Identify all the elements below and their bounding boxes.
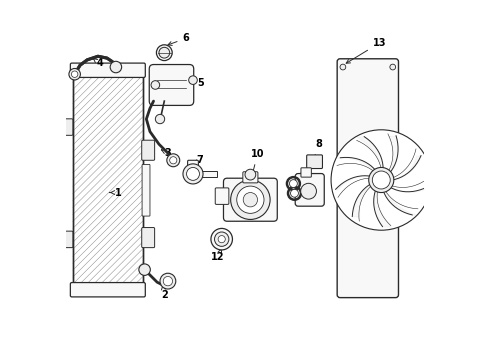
Circle shape [167, 154, 180, 167]
Text: 10: 10 [250, 149, 264, 178]
Text: 3: 3 [162, 148, 172, 158]
Circle shape [155, 114, 165, 124]
Circle shape [159, 47, 170, 58]
FancyBboxPatch shape [142, 165, 150, 216]
Circle shape [187, 167, 199, 180]
Text: 4: 4 [93, 58, 103, 68]
FancyBboxPatch shape [215, 188, 229, 204]
Circle shape [291, 189, 298, 197]
Text: 13: 13 [346, 38, 386, 63]
Circle shape [215, 232, 229, 246]
Circle shape [211, 228, 232, 250]
Text: 1: 1 [110, 188, 122, 198]
Circle shape [368, 167, 394, 193]
FancyBboxPatch shape [295, 174, 324, 206]
FancyBboxPatch shape [223, 178, 277, 221]
FancyBboxPatch shape [63, 119, 73, 135]
FancyBboxPatch shape [142, 228, 155, 248]
Circle shape [290, 180, 297, 188]
FancyBboxPatch shape [71, 283, 146, 297]
Circle shape [301, 183, 317, 199]
FancyBboxPatch shape [301, 168, 311, 177]
Circle shape [218, 235, 225, 243]
Circle shape [231, 180, 270, 220]
Circle shape [170, 157, 177, 164]
Circle shape [139, 264, 150, 275]
Circle shape [331, 130, 432, 230]
Circle shape [237, 186, 264, 213]
Text: 12: 12 [211, 249, 225, 262]
FancyBboxPatch shape [142, 140, 155, 160]
Bar [73, 76, 143, 284]
Circle shape [183, 164, 203, 184]
Text: 9: 9 [295, 171, 306, 181]
Bar [202, 171, 217, 177]
FancyBboxPatch shape [188, 160, 198, 182]
Text: 5: 5 [182, 78, 203, 88]
Circle shape [151, 81, 160, 89]
Circle shape [245, 169, 256, 180]
Text: 2: 2 [161, 286, 168, 300]
Text: 6: 6 [168, 33, 189, 45]
FancyBboxPatch shape [149, 64, 194, 105]
FancyBboxPatch shape [307, 155, 322, 168]
Circle shape [156, 45, 172, 60]
Text: 7: 7 [194, 155, 203, 165]
Bar [73, 76, 143, 284]
Circle shape [390, 64, 395, 70]
FancyBboxPatch shape [71, 63, 146, 77]
Text: 11: 11 [294, 184, 307, 194]
FancyBboxPatch shape [63, 231, 73, 248]
Circle shape [243, 193, 258, 207]
Circle shape [72, 71, 78, 77]
Circle shape [163, 276, 172, 286]
FancyBboxPatch shape [243, 172, 258, 183]
Circle shape [372, 171, 390, 189]
FancyBboxPatch shape [337, 59, 398, 298]
Text: 8: 8 [313, 139, 322, 160]
Circle shape [110, 61, 122, 73]
Circle shape [340, 64, 346, 70]
Circle shape [160, 273, 176, 289]
Circle shape [69, 68, 80, 80]
Circle shape [189, 76, 197, 85]
